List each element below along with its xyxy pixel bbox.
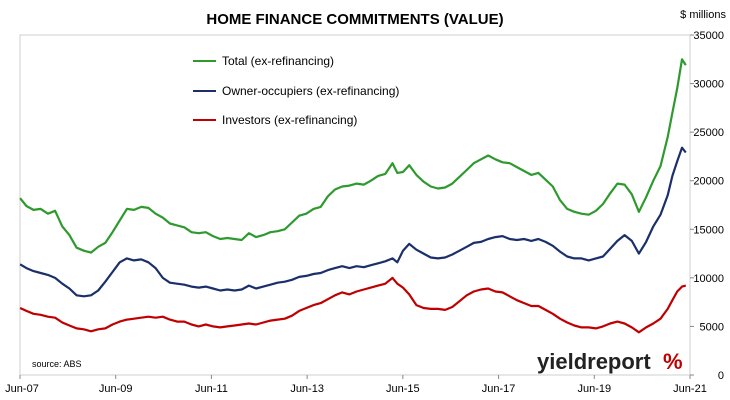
brand-percent-sign: % — [663, 349, 683, 374]
source-note: source: ABS — [32, 359, 82, 369]
y-tick-label: 0 — [718, 370, 724, 382]
x-tick-label: Jun-09 — [99, 383, 133, 395]
legend-label-owner-occupiers: Owner-occupiers (ex-refinancing) — [222, 84, 399, 98]
x-tick-label: Jun-13 — [290, 383, 324, 395]
series-line-investors — [19, 276, 687, 334]
series-line-total — [19, 58, 687, 254]
series-line-owner-occupiers — [19, 146, 687, 298]
y-tick-label: 15000 — [693, 224, 724, 236]
brand-logo: yieldreport % — [537, 349, 683, 374]
x-tick-label: Jun-19 — [577, 383, 611, 395]
y-tick-label: 20000 — [693, 176, 724, 188]
legend-label-total: Total (ex-refinancing) — [222, 54, 334, 68]
chart-title: HOME FINANCE COMMITMENTS (VALUE) — [206, 11, 503, 28]
y-tick-label: 10000 — [693, 273, 724, 285]
legend-label-investors: Investors (ex-refinancing) — [222, 113, 357, 127]
x-tick-label: Jun-07 — [5, 383, 39, 395]
y-tick-label: 25000 — [693, 127, 724, 139]
legend: Total (ex-refinancing) Owner-occupiers (… — [193, 54, 399, 127]
x-tick-label: Jun-17 — [482, 383, 516, 395]
x-tick-label: Jun-21 — [673, 383, 707, 395]
y-tick-label: 30000 — [693, 79, 724, 91]
x-axis-ticks: Jun-07 Jun-09 Jun-11 Jun-13 Jun-15 Jun-17 Jun-… — [5, 375, 707, 395]
brand-wordmark: yieldreport — [537, 349, 651, 374]
series-lines — [19, 58, 687, 334]
y-axis-ticks: 0 5000 10000 15000 20000 25000 30000 35000 — [690, 30, 724, 382]
x-tick-label: Jun-15 — [386, 383, 420, 395]
y-tick-label: 35000 — [693, 30, 724, 42]
y-tick-label: 5000 — [700, 321, 724, 333]
x-tick-label: Jun-11 — [195, 383, 228, 395]
y-axis-unit-label: $ millions — [680, 9, 726, 21]
